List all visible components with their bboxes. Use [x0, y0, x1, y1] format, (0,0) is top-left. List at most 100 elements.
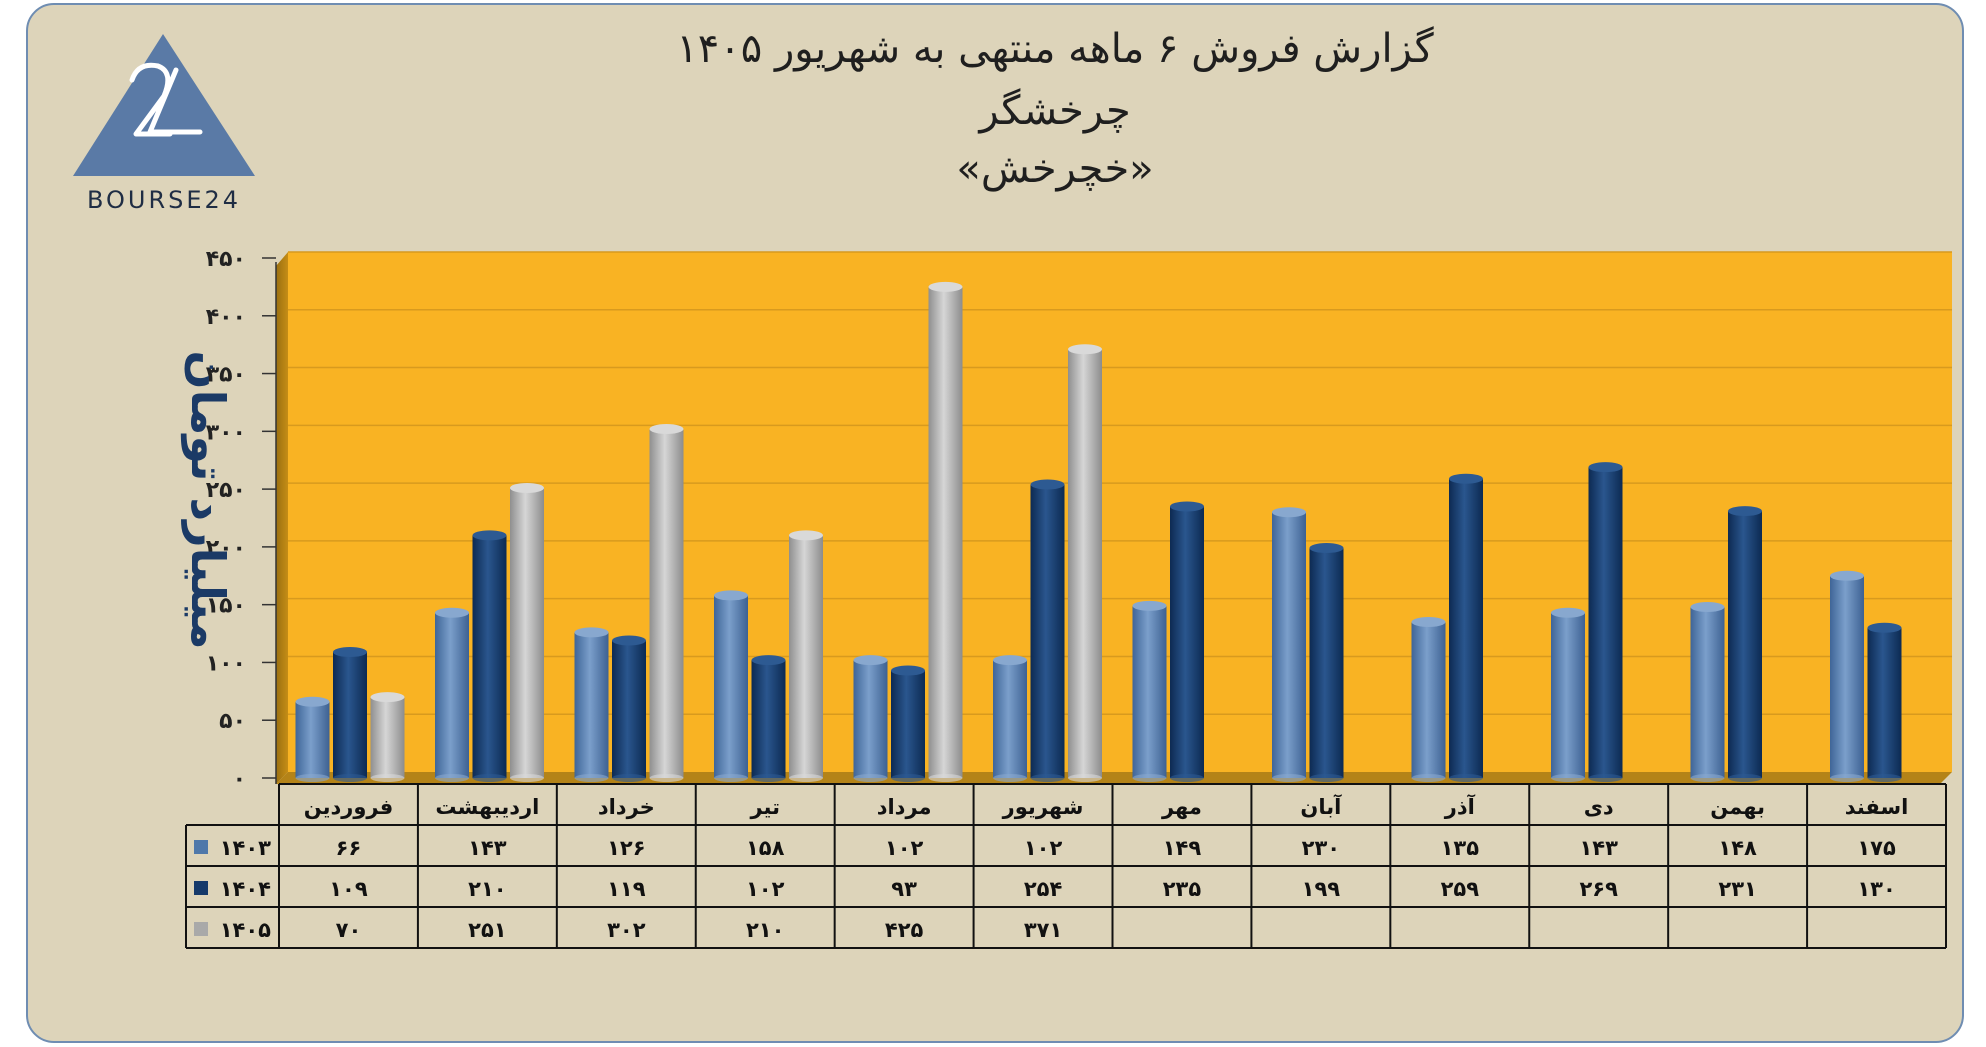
- bar-top: [1030, 479, 1065, 490]
- bar: [1830, 570, 1864, 782]
- bar-body: [714, 595, 748, 778]
- bar-base: [993, 774, 1027, 782]
- bar-top: [1690, 601, 1725, 612]
- bar-base: [295, 774, 330, 782]
- data-label: ۱۰۲: [1024, 836, 1063, 860]
- bar: [574, 627, 609, 782]
- data-label: ۲۵۹: [1441, 877, 1480, 901]
- category-label: مرداد: [877, 795, 932, 819]
- bar: [612, 635, 646, 782]
- legend-label: ۱۴۰۴: [220, 877, 271, 901]
- logo-text: BOURSE24: [87, 186, 241, 214]
- bar: [1272, 507, 1306, 782]
- bar-body: [928, 286, 963, 778]
- y-axis-title: میلیارد تومان: [181, 350, 235, 649]
- data-label: ۶۶: [336, 836, 362, 860]
- bourse24-logo: BOURSE24: [73, 34, 255, 214]
- data-label: ۳۷۱: [1024, 918, 1062, 942]
- bar-base: [1449, 774, 1483, 782]
- data-label: ۲۵۴: [1024, 877, 1063, 901]
- bar: [472, 530, 507, 782]
- data-label: ۲۱۰: [468, 877, 506, 901]
- bar-base: [1309, 774, 1344, 782]
- chart-subtitle: چرخشگر: [977, 88, 1130, 134]
- category-label: دی: [1584, 795, 1614, 819]
- chart-title: گزارش فروش ۶ ماهه منتهی به شهریور ۱۴۰۵: [676, 26, 1434, 72]
- bar: [1690, 601, 1725, 782]
- bar-base: [1588, 774, 1623, 782]
- data-label: ۴۲۵: [885, 918, 924, 942]
- bar-top: [1728, 506, 1762, 517]
- bar-base: [510, 774, 544, 782]
- bar-top: [333, 647, 367, 658]
- bar-body: [789, 535, 823, 778]
- plot-area: [276, 252, 1952, 784]
- bar-top: [1449, 473, 1483, 484]
- bar-top: [891, 665, 925, 676]
- bar-base: [649, 774, 684, 782]
- bar-top: [1588, 462, 1623, 473]
- data-label: ۱۴۸: [1718, 836, 1757, 860]
- bar-top: [649, 424, 684, 435]
- bar-base: [472, 774, 507, 782]
- bar-top: [1411, 617, 1446, 627]
- bar-body: [1068, 349, 1102, 778]
- bar-body: [1170, 506, 1204, 778]
- bar-body: [1132, 605, 1167, 778]
- bar-base: [789, 774, 823, 782]
- bar-base: [1690, 774, 1725, 782]
- bar-base: [891, 774, 925, 782]
- data-label: ۱۴۹: [1163, 836, 1202, 860]
- bar-top: [1068, 344, 1102, 355]
- bar-top: [574, 627, 609, 638]
- category-label: شهریور: [1002, 795, 1084, 819]
- data-label: ۹۳: [891, 877, 917, 901]
- bar: [1449, 473, 1483, 782]
- bar-base: [1132, 774, 1167, 782]
- bar: [1588, 462, 1623, 782]
- bar-base: [1068, 774, 1102, 782]
- bar-body: [370, 697, 405, 778]
- data-label: ۱۰۹: [329, 877, 368, 901]
- y-tick-label: ۴۰۰: [206, 305, 246, 330]
- data-table: فروردین اردیبهشت خرداد تیر مرداد شهریور مهر آبا…: [185, 783, 1947, 949]
- bar-top: [1309, 543, 1344, 554]
- y-tick-label: ۳۵۰: [206, 363, 246, 388]
- bar-body: [853, 660, 888, 778]
- y-tick-label: ۵۰: [219, 709, 246, 734]
- data-label: ۲۳۵: [1163, 877, 1202, 901]
- bar-top: [612, 635, 646, 646]
- bar-body: [1272, 512, 1306, 778]
- bar-body: [435, 612, 469, 778]
- category-label: تیر: [749, 795, 780, 819]
- bar-top: [295, 696, 330, 707]
- bar-base: [1830, 774, 1864, 782]
- category-label: خرداد: [598, 795, 655, 819]
- bar-body: [1830, 575, 1864, 778]
- y-tick-label: ۰: [233, 767, 246, 792]
- bar-top: [928, 281, 963, 292]
- data-label: ۲۶۹: [1579, 877, 1618, 901]
- legend-key: [194, 922, 208, 936]
- bar-base: [928, 774, 963, 782]
- bar-body: [574, 632, 609, 778]
- bar-base: [1030, 774, 1065, 782]
- bar-body: [1030, 484, 1065, 778]
- category-label: اردیبهشت: [435, 795, 539, 819]
- data-label: ۲۱۰: [746, 918, 784, 942]
- bar: [928, 281, 963, 782]
- bar-body: [1309, 548, 1344, 778]
- data-label: ۱۰۲: [746, 877, 785, 901]
- bar-body: [333, 652, 367, 778]
- legend-label: ۱۴۰۳: [220, 836, 271, 860]
- bar-base: [853, 774, 888, 782]
- y-axis: ۰ ۵۰ ۱۰۰ ۱۵۰ ۲۰۰ ۲۵۰ ۳۰۰ ۳۵۰ ۴۰۰ ۴۵۰: [206, 247, 277, 792]
- bar-body: [295, 701, 330, 778]
- bar-body: [751, 660, 786, 778]
- y-tick-label: ۴۵۰: [206, 247, 246, 272]
- data-label: ۱۵۸: [746, 836, 785, 860]
- bar: [1068, 344, 1102, 782]
- bar-top: [370, 692, 405, 703]
- bar-body: [1449, 478, 1483, 778]
